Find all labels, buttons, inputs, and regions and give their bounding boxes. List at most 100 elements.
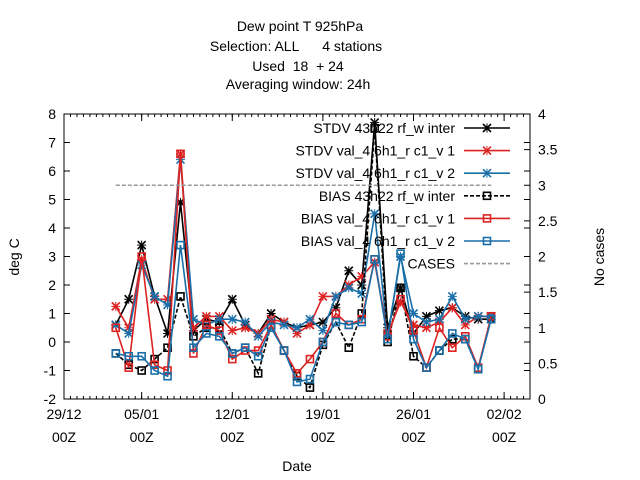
legend-label: CASES <box>408 256 455 272</box>
legend-marker <box>482 214 492 223</box>
legend-label: STDV val_4 6h1_r c1_v 2 <box>295 165 455 181</box>
data-point <box>370 123 379 133</box>
data-point <box>162 300 173 310</box>
data-point <box>124 351 134 361</box>
y2-tick-label: 1.5 <box>538 284 558 300</box>
title-line-1: Dew point T 925hPa <box>237 18 364 34</box>
data-point <box>227 349 237 358</box>
data-point <box>396 294 405 304</box>
data-point <box>434 314 444 324</box>
data-point <box>189 331 198 341</box>
data-point <box>124 328 134 339</box>
data-point <box>318 337 328 347</box>
data-point <box>189 349 198 358</box>
data-point <box>460 314 470 324</box>
data-point <box>344 283 354 293</box>
x-tick-label-hour: 00Z <box>492 429 517 445</box>
y-tick-label: 3 <box>48 249 56 265</box>
y2-tick-label: 1 <box>538 320 546 336</box>
data-point <box>331 291 341 301</box>
y2-tick-label: 2.5 <box>538 213 558 229</box>
series-line <box>115 153 492 375</box>
data-point <box>396 283 405 293</box>
data-point <box>292 377 302 387</box>
data-point <box>331 317 341 327</box>
data-point <box>176 240 185 250</box>
data-point <box>111 349 121 358</box>
x-axis-ticks: 29/12 00Z 05/01 00Z 12/01 00Z 19/01 00Z 26/01 00Z… <box>46 114 525 445</box>
y-tick-label: 6 <box>48 163 56 179</box>
legend-item: STDV val_4 6h1_r c1_v 1 <box>295 143 510 159</box>
data-point <box>137 252 146 261</box>
data-point <box>409 334 418 344</box>
legend-item: STDV 43h22 rf_w inter <box>313 120 510 136</box>
data-point <box>344 266 354 276</box>
legend-marker <box>482 191 492 201</box>
data-point <box>202 320 211 330</box>
y-tick-label: -2 <box>44 391 57 407</box>
x-tick-label-hour: 00Z <box>311 429 336 445</box>
data-point <box>318 291 328 301</box>
data-point <box>240 343 250 353</box>
data-point <box>202 329 211 338</box>
data-point <box>409 351 418 361</box>
data-point <box>435 346 444 355</box>
y-tick-label: 0 <box>48 334 56 350</box>
x-tick-label-date: 19/01 <box>305 406 340 422</box>
data-point <box>435 323 444 333</box>
y2-tick-label: 2 <box>538 249 546 265</box>
title-line-3: Used 18 + 24 <box>252 58 344 74</box>
y-tick-label: 4 <box>48 220 56 236</box>
data-point <box>150 291 160 301</box>
data-point <box>422 363 431 372</box>
data-point <box>305 374 315 384</box>
data-point <box>421 317 432 327</box>
data-point <box>396 249 405 258</box>
data-point <box>176 149 185 159</box>
data-point <box>473 311 483 321</box>
data-point <box>370 255 379 264</box>
data-point <box>292 323 302 333</box>
y-tick-label: 5 <box>48 192 56 208</box>
y2-tick-label: 3 <box>538 177 546 193</box>
legend-marker <box>482 146 492 156</box>
data-point <box>137 240 147 250</box>
x-tick-label-date: 05/01 <box>124 406 159 422</box>
legend-item: BIAS val_4 6h1_r c1_v 2 <box>301 233 510 249</box>
data-point <box>486 314 496 324</box>
data-point <box>305 314 315 324</box>
data-point <box>150 360 159 370</box>
data-point <box>473 364 483 374</box>
title-line-4: Averaging window: 24h <box>226 76 371 92</box>
data-point <box>331 309 341 318</box>
series-line <box>115 128 492 390</box>
y-tick-label: 1 <box>48 306 56 322</box>
y2-tick-label: 0.5 <box>538 355 558 371</box>
data-point <box>266 323 276 333</box>
y-tick-label: -1 <box>44 363 57 379</box>
y-tick-label: 7 <box>48 135 56 151</box>
legend-marker <box>482 123 492 133</box>
series-line <box>115 122 492 336</box>
y2-axis-label: No cases <box>591 228 607 286</box>
y-axis-ticks: -2 -1 0 1 2 3 4 5 6 7 8 <box>44 106 530 407</box>
data-point <box>189 343 198 353</box>
y-axis-label: deg C <box>6 238 22 275</box>
series-6 <box>111 240 496 387</box>
data-point <box>227 354 237 364</box>
series-layer <box>111 117 496 392</box>
data-point <box>227 294 237 304</box>
data-point <box>215 326 224 335</box>
data-point <box>215 331 224 341</box>
data-point <box>240 317 250 327</box>
data-point <box>124 294 134 304</box>
data-point <box>344 320 354 330</box>
data-point <box>137 351 146 361</box>
data-point <box>176 292 185 301</box>
data-point <box>124 363 134 372</box>
data-point <box>370 209 380 219</box>
data-point <box>201 311 211 321</box>
data-point <box>447 303 457 313</box>
x-tick-label-hour: 00Z <box>52 429 77 445</box>
